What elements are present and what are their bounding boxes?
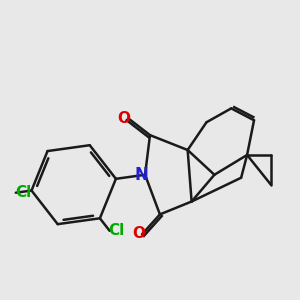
Text: N: N xyxy=(134,166,148,184)
Text: Cl: Cl xyxy=(109,223,125,238)
Text: O: O xyxy=(133,226,146,241)
Text: O: O xyxy=(118,111,131,126)
Text: Cl: Cl xyxy=(15,185,31,200)
